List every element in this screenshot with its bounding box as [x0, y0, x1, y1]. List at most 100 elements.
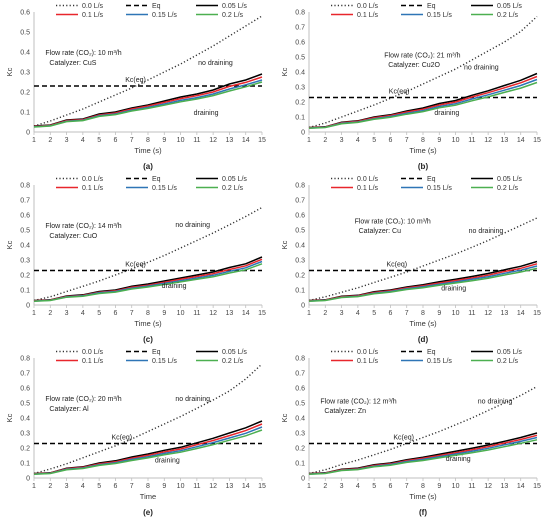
x-tick-label: 1	[32, 137, 36, 144]
y-tick-label: 0.5	[20, 30, 30, 37]
x-tick-label: 6	[113, 483, 117, 490]
legend-label: 0.1 L/s	[357, 358, 379, 365]
x-tick-label: 4	[81, 137, 85, 144]
series-line-0.05ls	[33, 73, 263, 127]
x-tick-label: 2	[48, 137, 52, 144]
x-tick-label: 13	[226, 310, 234, 317]
legend-label: 0.15 L/s	[427, 185, 452, 192]
panel-label: (f)	[419, 508, 427, 517]
y-tick-label: 0.7	[295, 198, 305, 205]
y-axis-title: Kc	[280, 240, 289, 249]
chart-panel-e: 00.10.20.30.40.50.60.70.81 2 3 4 5 6 7 8 9 10 11 12…	[5, 349, 266, 517]
series-line-0.05ls	[33, 420, 263, 475]
x-tick-label: 6	[388, 483, 392, 490]
x-tick-label: 9	[437, 137, 441, 144]
annotation-kc-eq: Kc(eq)	[112, 435, 133, 442]
annotation-no-draining: no draining	[175, 222, 210, 229]
series-line-0.2ls	[308, 81, 538, 130]
x-tick-label: 1	[307, 137, 311, 144]
legend-label: 0.0 L/s	[82, 3, 104, 10]
series-line-0.0ls	[33, 15, 263, 127]
y-tick-label: 0.7	[20, 371, 30, 378]
y-tick-label: 0.1	[295, 288, 305, 295]
x-axis-title: Time (s)	[409, 492, 437, 501]
x-tick-label: 1	[32, 310, 36, 317]
legend-label: 0.0 L/s	[357, 176, 379, 183]
x-tick-label: 3	[340, 483, 344, 490]
x-tick-label: 11	[468, 310, 475, 317]
annotation-no-draining: no draining	[198, 60, 233, 67]
annotation-flow-rate: Flow rate (CO₂): 10 m³/h	[355, 218, 431, 225]
x-tick-label: 9	[162, 137, 166, 144]
legend-label: 0.0 L/s	[82, 349, 104, 356]
y-tick-label: 0.3	[295, 258, 305, 265]
x-tick-label: 7	[405, 310, 409, 317]
y-tick-label: 0.8	[295, 10, 305, 17]
series-line-0.2ls	[33, 81, 263, 128]
x-tick-label: 4	[356, 310, 360, 317]
y-tick-label: 0.4	[295, 70, 305, 77]
x-tick-label: 6	[388, 137, 392, 144]
y-axis-title: Kc	[5, 413, 14, 422]
legend-label: 0.15 L/s	[152, 12, 177, 19]
y-tick-label: 0.8	[20, 183, 30, 190]
y-tick-label: 0.8	[295, 183, 305, 190]
legend-label: 0.05 L/s	[497, 3, 522, 10]
x-axis-title: Time	[140, 492, 156, 501]
y-tick-label: 0.1	[20, 110, 30, 117]
x-tick-label: 7	[130, 483, 134, 490]
x-tick-label: 10	[452, 483, 460, 490]
x-tick-label: 13	[226, 483, 234, 490]
x-tick-label: 8	[421, 137, 425, 144]
legend-label: 0.1 L/s	[82, 358, 104, 365]
y-tick-label: 0.8	[295, 356, 305, 363]
x-tick-label: 12	[209, 483, 217, 490]
x-tick-label: 12	[484, 483, 492, 490]
panel-label: (d)	[418, 335, 429, 344]
x-tick-label: 8	[421, 310, 425, 317]
legend-label: 0.15 L/s	[152, 185, 177, 192]
legend-label: 0.05 L/s	[222, 349, 247, 356]
panel-label: (b)	[418, 162, 429, 171]
x-tick-label: 4	[81, 483, 85, 490]
x-tick-label: 11	[193, 483, 200, 490]
x-tick-label: 3	[65, 483, 69, 490]
legend-label: 0.1 L/s	[82, 185, 104, 192]
x-tick-label: 3	[65, 137, 69, 144]
y-tick-label: 0.4	[20, 416, 30, 423]
series-line-0.2ls	[308, 439, 538, 476]
y-tick-label: 0	[301, 476, 305, 483]
x-tick-label: 3	[65, 310, 69, 317]
x-tick-label: 13	[501, 310, 509, 317]
y-tick-label: 0.6	[295, 386, 305, 393]
x-axis-title: Time (s)	[409, 146, 437, 155]
x-tick-label: 3	[340, 310, 344, 317]
x-tick-label: 10	[177, 483, 185, 490]
y-tick-label: 0.7	[295, 371, 305, 378]
x-tick-label: 10	[177, 310, 185, 317]
x-tick-label: 11	[468, 137, 475, 144]
x-tick-label: 6	[113, 137, 117, 144]
x-tick-label: 5	[97, 137, 101, 144]
x-tick-label: 9	[162, 483, 166, 490]
x-tick-label: 4	[81, 310, 85, 317]
series-line-0.0ls	[308, 385, 538, 475]
series-line-0.05ls	[308, 432, 538, 475]
annotation-kc-eq: Kc(eq)	[125, 77, 146, 84]
x-tick-label: 1	[307, 310, 311, 317]
x-tick-label: 10	[177, 137, 185, 144]
x-axis-title: Time (s)	[409, 319, 437, 328]
annotation-no-draining: no draining	[478, 399, 513, 406]
legend-label: 0.0 L/s	[357, 349, 379, 356]
x-tick-label: 1	[32, 483, 36, 490]
legend-label: 0.1 L/s	[82, 12, 104, 19]
x-tick-label: 15	[258, 483, 266, 490]
annotation-no-draining: no draining	[464, 65, 499, 72]
x-tick-label: 1	[307, 483, 311, 490]
x-tick-label: 9	[437, 483, 441, 490]
x-tick-label: 2	[48, 483, 52, 490]
series-line-0.2ls	[33, 263, 263, 303]
x-tick-label: 14	[517, 137, 525, 144]
x-tick-label: 14	[242, 137, 250, 144]
y-tick-label: 0.7	[20, 198, 30, 205]
